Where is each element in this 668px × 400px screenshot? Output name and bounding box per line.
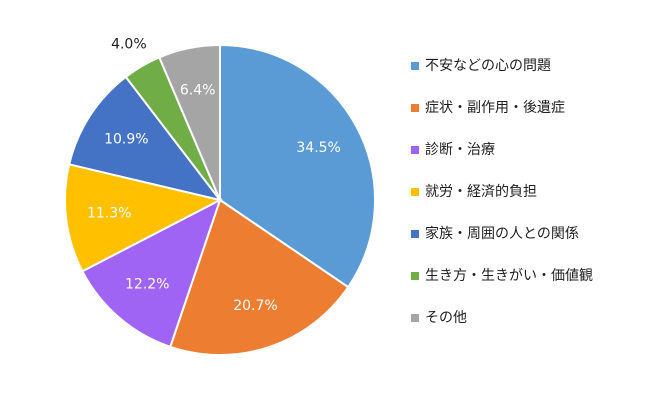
legend-label-6: 生き方・生きがい・価値観 [425,267,593,284]
legend-swatch-5 [411,230,419,238]
pie-slice-3 [80,197,222,349]
legend-label-4: 就労・経済的負担 [425,184,537,200]
pie-value-label-6: 4.0% [111,37,147,53]
pie-slice-5 [67,75,223,202]
pie-value-label-4: 11.3% [87,206,131,222]
pie-slice-2 [168,198,350,356]
legend-label-7: その他 [425,310,467,326]
chart-legend: 不安などの心の問題症状・副作用・後遺症診断・治療就労・経済的負担家族・周囲の人と… [411,58,593,326]
pie-value-label-1: 34.5% [296,140,340,156]
legend-label-1: 不安などの心の問題 [425,58,551,74]
pie-slices [64,43,376,356]
pie-slice-1 [219,43,376,289]
legend-swatch-6 [411,272,419,280]
pie-value-label-2: 20.7% [233,298,277,314]
legend-label-2: 症状・副作用・後遺症 [425,100,565,116]
pie-value-label-7: 6.4% [180,83,216,99]
legend-swatch-2 [411,104,419,112]
pie-value-labels: 34.5% 20.7% 12.2% 11.3% 10.9% 4.0% 6.4% [87,37,341,314]
pie-value-label-5: 10.9% [104,131,148,147]
pie-value-label-3: 12.2% [125,277,169,293]
legend-swatch-1 [411,62,419,70]
legend-label-5: 家族・周囲の人との関係 [425,225,579,242]
legend-swatch-3 [411,146,419,154]
legend-swatch-7 [411,314,419,322]
legend-swatch-4 [411,188,419,196]
legend-label-3: 診断・治療 [425,141,495,158]
pie-slice-7 [158,43,221,201]
